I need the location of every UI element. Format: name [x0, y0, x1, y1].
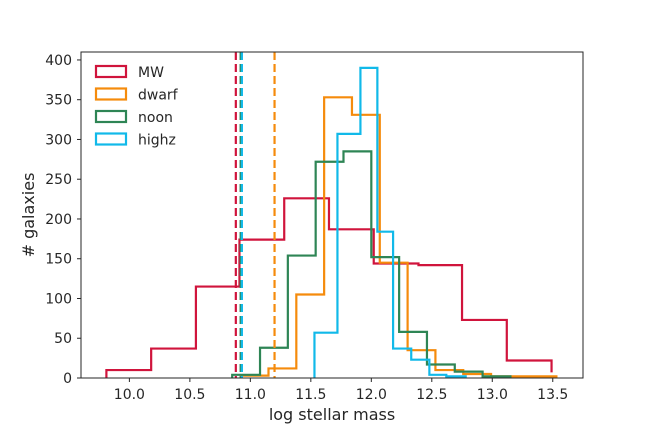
y-tick-label: 150	[45, 252, 72, 268]
y-axis-label: # galaxies	[19, 173, 38, 258]
y-tick-label: 100	[45, 291, 72, 307]
x-tick-label: 11.5	[295, 387, 326, 403]
y-tick-label: 0	[63, 371, 72, 387]
x-tick-label: 12.5	[416, 387, 447, 403]
y-axis-ticks: 0 50 100 150 200 250 300 350 400	[45, 53, 81, 387]
x-tick-label: 10.5	[174, 387, 205, 403]
y-tick-label: 350	[45, 93, 72, 109]
series-highz-histogram	[313, 66, 467, 378]
axes-frame	[80, 51, 584, 379]
histogram-series-layer	[105, 66, 558, 378]
legend-label-MW: MW	[138, 65, 164, 81]
x-tick-label: 10.0	[114, 387, 145, 403]
y-tick-label: 300	[45, 132, 72, 148]
series-MW-histogram	[105, 197, 553, 378]
legend-swatch-MW	[94, 64, 128, 79]
series-dwarf-histogram	[239, 96, 558, 378]
x-axis-ticks: 10.0 10.5 11.0 11.5 12.0 12.5 13.0 13.5	[114, 378, 568, 403]
legend-label-noon: noon	[138, 110, 173, 126]
x-axis-label: log stellar mass	[269, 405, 395, 424]
legend: MW dwarf noon highz	[94, 64, 179, 149]
y-tick-label: 50	[54, 331, 72, 347]
legend-swatch-dwarf	[94, 87, 128, 101]
x-tick-label: 13.5	[537, 387, 568, 403]
y-tick-label: 400	[45, 53, 72, 69]
legend-label-dwarf: dwarf	[138, 88, 179, 104]
median-lines-layer	[234, 52, 276, 378]
legend-label-highz: highz	[138, 133, 176, 149]
x-tick-label: 13.0	[477, 387, 508, 403]
x-tick-label: 12.0	[356, 387, 387, 403]
y-tick-label: 250	[45, 172, 72, 188]
y-tick-label: 200	[45, 212, 72, 228]
x-tick-label: 11.0	[235, 387, 266, 403]
legend-swatch-noon	[94, 109, 128, 124]
legend-swatch-highz	[94, 132, 128, 146]
